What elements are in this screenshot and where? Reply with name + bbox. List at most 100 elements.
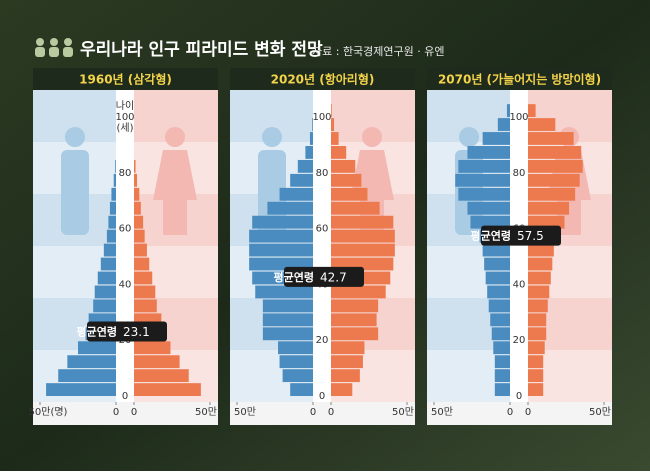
mean-age-box [87,321,167,342]
x-tick-label: 50만 [431,406,453,418]
female-bar [134,229,145,243]
female-bar [528,299,548,313]
mean-age-label: 평균연령 [274,270,314,284]
male-bar [470,215,510,229]
female-bar [331,173,362,187]
female-bar [528,285,550,299]
female-bar [134,243,147,257]
male-bar [103,243,116,257]
mean-age-value: 23.1 [123,325,150,339]
male-bar [494,383,510,396]
female-bar [528,132,574,145]
y-label: 나이 [116,100,134,112]
male-bar [279,187,313,201]
y-tick-label: 20 [316,335,329,346]
mean-age-box [284,266,364,287]
y-tick-label: 100 [509,112,528,123]
male-bar [290,383,313,396]
y-tick-label: 100 [312,112,331,123]
female-bar [134,271,153,285]
male-bar [506,104,510,117]
y-tick-label: 60 [119,224,132,235]
female-bar [134,369,189,383]
male-bar [467,201,510,215]
y-tick-label: 80 [119,168,132,179]
male-bar [490,313,510,327]
male-bar [58,369,116,383]
male-bar [100,257,116,271]
female-bar [528,146,582,159]
female-bar [528,271,551,285]
male-bar [267,201,313,215]
female-bar [331,285,386,299]
female-bar [528,201,570,215]
male-bar [67,355,116,369]
male-bar [290,173,313,187]
female-bar [134,201,141,215]
x-tick-label: 50만(명) [29,406,68,418]
female-bar [134,173,138,187]
male-bar [97,271,116,285]
y-unit: (세) [116,122,133,134]
center-column [510,90,528,402]
female-bar [331,369,360,383]
male-icon-head [65,127,85,147]
female-bar [134,215,144,229]
x-tick-label: 0 [507,407,513,418]
female-icon-head [165,127,185,147]
female-bar [134,257,150,271]
female-bar [331,383,353,396]
source: 자료 : 한국경제연구원 · 유엔 [312,45,445,58]
male-bar [494,355,510,369]
female-bar [528,118,556,131]
female-bar [528,257,553,271]
female-bar [331,159,356,173]
male-bar [108,215,116,229]
y-tick-label: 80 [513,168,526,179]
panel-header [230,68,415,90]
male-bar [78,341,116,355]
female-bar [331,132,339,145]
female-bar [331,118,335,131]
male-bar [255,285,313,299]
people-icon [35,38,73,57]
male-bar [282,369,313,383]
male-bar [467,146,510,159]
male-bar [455,173,510,187]
male-bar [493,341,510,355]
female-bar [331,341,365,355]
mean-age-box [481,225,561,246]
y-tick-label: 0 [122,391,128,402]
female-bar [134,187,140,201]
male-bar [491,327,510,341]
male-bar [46,383,116,396]
female-bar [528,341,545,355]
x-tick-label: 50만 [589,406,611,418]
male-bar [252,215,313,229]
panel-title: 2020년 (항아리형) [271,72,375,87]
female-bar [528,159,583,173]
male-bar [93,299,116,313]
female-bar [331,243,395,257]
panel-header [427,68,612,90]
male-bar [497,118,510,131]
panel-title: 1960년 (삼각형) [79,72,172,87]
female-bar [331,201,380,215]
female-bar [134,355,180,369]
male-bar [262,327,313,341]
female-bar [331,355,363,369]
female-bar [331,229,395,243]
female-bar [331,299,379,313]
x-tick-label: 0 [328,407,334,418]
female-icon-body [153,150,197,235]
male-bar [305,146,313,159]
female-bar [528,173,580,187]
female-bar [331,146,347,159]
female-bar [331,104,332,117]
center-column [313,90,331,402]
mean-age-label: 평균연령 [77,325,117,339]
y-tick-label: 0 [319,391,325,402]
male-bar [309,132,313,145]
y-tick-label: 40 [119,279,132,290]
